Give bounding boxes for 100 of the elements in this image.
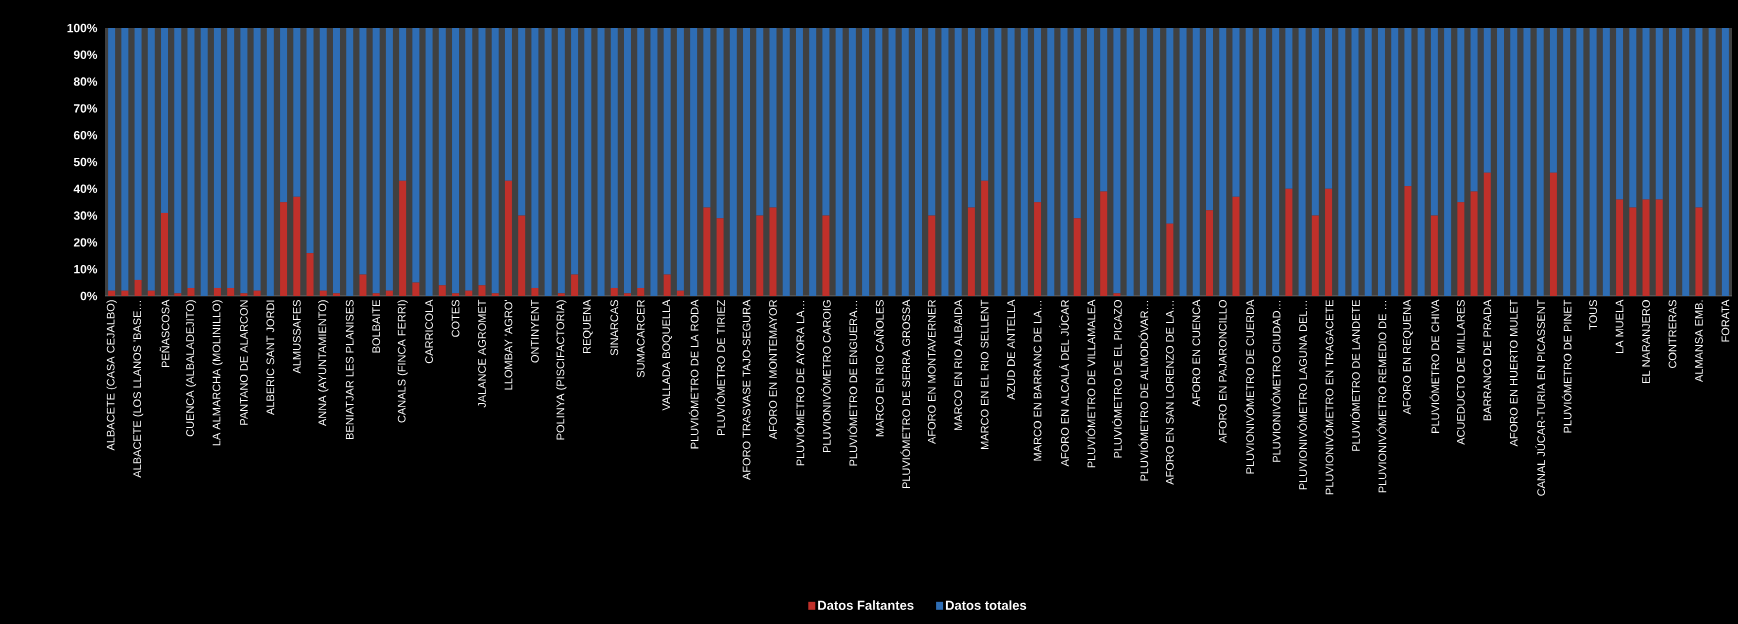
y-tick-label: 30%	[73, 211, 98, 220]
bar	[1232, 196, 1240, 296]
bar	[848, 28, 856, 296]
bar	[1113, 28, 1121, 294]
bar	[954, 28, 962, 296]
x-tick-label: MARCO EN RIO CAÑOLES	[873, 300, 884, 437]
x-tick-label: CANALS (FINCA FERRI)	[397, 300, 408, 423]
y-tick-label: 50%	[73, 157, 98, 167]
bar	[161, 28, 169, 213]
bar	[994, 28, 1002, 296]
bar	[359, 274, 367, 296]
bar	[1549, 28, 1557, 173]
bar	[1311, 215, 1319, 296]
x-tick-label: LA MUELA	[1615, 299, 1624, 354]
x-tick-label: PLUVIÓMETRO DE VILLAMALEA	[1085, 299, 1096, 468]
bar	[465, 28, 473, 291]
bar	[1536, 28, 1544, 296]
bar	[1285, 188, 1293, 296]
x-tick-label: PLUVIONIVÓMETRO CAROIG	[821, 300, 831, 453]
bar	[981, 28, 989, 181]
bar	[1325, 28, 1333, 189]
x-tick-label: PLUVIÓMETRO DE ENGUERA…	[847, 301, 858, 466]
bar	[1047, 28, 1055, 296]
bar	[253, 28, 261, 291]
bar	[703, 28, 711, 208]
bar	[1232, 28, 1240, 197]
x-tick-label: ALMUSSAFES	[292, 300, 301, 374]
bar	[1219, 28, 1227, 296]
x-tick-label: PLUVIONIVÓMETRO EN TRAGACETE	[1323, 300, 1334, 495]
bar	[399, 28, 407, 181]
bar	[967, 28, 975, 208]
y-tick-label: 40%	[73, 184, 98, 194]
bar	[319, 290, 327, 296]
bar	[610, 287, 618, 296]
bar	[557, 28, 565, 294]
x-tick-label: ALBERIC SANT JORDI	[266, 300, 275, 416]
bar	[121, 28, 129, 291]
bar	[928, 28, 936, 216]
bar	[412, 282, 420, 296]
bar	[227, 28, 235, 288]
x-tick-label: SINARCAS	[610, 300, 619, 356]
bar	[1510, 28, 1518, 296]
x-tick-label: ONTINYENT	[531, 299, 539, 363]
x-tick-label: PLUVIONIVÓMETRO DE CUERDA	[1244, 299, 1255, 474]
x-tick-label: PLUVIONIVÓMETRO LAGUNA DEL…	[1297, 301, 1307, 490]
bar	[941, 28, 949, 296]
bar	[372, 28, 380, 294]
x-tick-label: ALBACETE (LOS LLANOS 'BASE…	[132, 301, 144, 478]
bar	[1457, 28, 1465, 203]
x-tick-label: MARCO EN EL RIO SELLENT	[980, 299, 989, 449]
bar	[822, 215, 830, 296]
bar	[1721, 28, 1729, 296]
bar	[1034, 202, 1042, 296]
bar	[716, 218, 724, 296]
bar	[147, 290, 155, 296]
bar	[518, 215, 526, 296]
x-tick-label: PLUVIÓMETRO DE LA RODA	[688, 299, 699, 449]
bar	[584, 28, 592, 296]
bar	[1430, 28, 1438, 216]
bar	[108, 290, 116, 296]
bar	[385, 290, 393, 296]
bar	[280, 28, 288, 203]
bar	[1073, 28, 1081, 219]
bar	[1126, 28, 1134, 296]
x-tick-label: PLUVIÓMETRO DE TIRIEZ	[715, 299, 725, 435]
bar	[1589, 28, 1597, 296]
bar	[293, 196, 301, 296]
x-tick-label: PLUVIÓMETRO DE PINET	[1561, 299, 1572, 433]
bar	[306, 28, 314, 254]
bar	[306, 253, 314, 296]
x-tick-label: SUMACARCER	[636, 300, 645, 378]
y-tick-label: 0%	[80, 291, 98, 301]
bar	[623, 28, 631, 294]
x-tick-label: AFORO EN MONTEMAYOR	[769, 300, 777, 440]
x-tick-label: AFORO EN REQUENA	[1403, 299, 1413, 415]
bar	[1179, 28, 1187, 296]
bar	[253, 290, 261, 296]
x-tick-label: PLUVIÓMETRO DE ALMODÓVAR…	[1138, 301, 1149, 481]
bar	[862, 28, 870, 296]
bar	[650, 28, 658, 296]
bar	[399, 180, 407, 296]
bar	[213, 28, 221, 288]
bar	[1020, 28, 1028, 296]
bar	[1139, 28, 1147, 296]
x-tick-label: BOLBAITE	[372, 300, 381, 353]
x-tick-label: ANNA (AYUNTAMIENTO)	[318, 300, 329, 427]
bar	[478, 28, 486, 286]
bar	[544, 28, 552, 296]
bar	[1007, 28, 1015, 296]
bar	[134, 279, 142, 296]
x-tick-label: LLOMBAY 'AGRO'	[504, 300, 513, 390]
bar	[200, 28, 208, 296]
bar	[1483, 172, 1491, 296]
bar	[1708, 28, 1716, 296]
bar	[227, 287, 235, 296]
bar	[756, 215, 764, 296]
bar	[240, 28, 248, 294]
bar	[809, 28, 817, 296]
bar	[174, 28, 182, 294]
x-tick-label: LA ALMARCHA (MOLINILLO)	[212, 300, 223, 446]
